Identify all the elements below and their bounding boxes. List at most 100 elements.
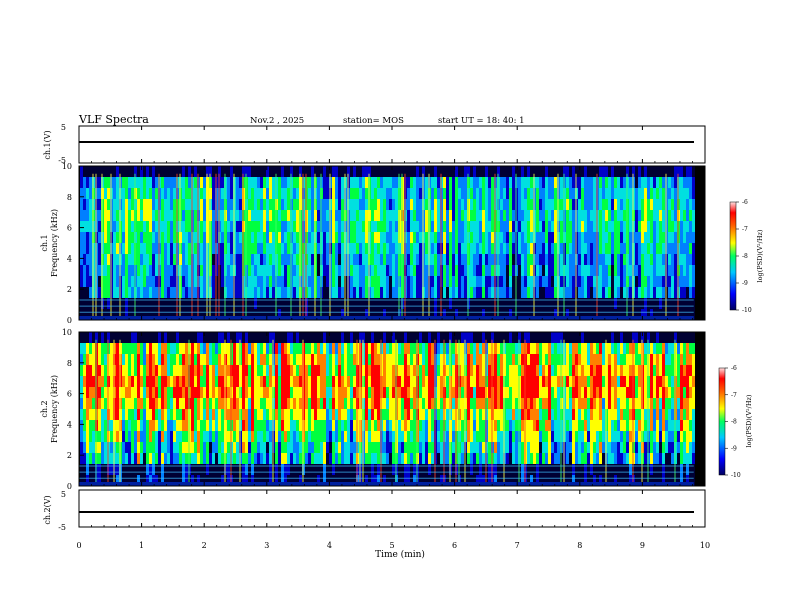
spectrogram-cell — [200, 332, 203, 344]
spectrogram-cell — [611, 243, 614, 255]
spectrogram-cell — [482, 177, 485, 189]
spectrogram-cell — [140, 376, 143, 388]
spectrogram-cell — [656, 199, 659, 211]
spectrogram-cell — [578, 276, 581, 288]
spectrogram-cell — [500, 442, 503, 454]
spectrogram-cell — [317, 188, 320, 200]
spectrogram-cell — [578, 254, 581, 266]
spectrogram-cell — [350, 243, 353, 255]
spectrogram-cell — [590, 243, 593, 255]
spectrogram-cell — [506, 221, 509, 233]
spectrogram-cell — [149, 387, 152, 399]
spectrogram-cell — [86, 199, 89, 211]
spectrogram-cell — [326, 199, 329, 211]
spectrogram-cell — [158, 354, 161, 366]
spectrogram-cell — [194, 243, 197, 255]
spectrogram-cell — [212, 254, 215, 266]
spectrogram-cell — [476, 221, 479, 233]
spectrogram-cell — [125, 210, 128, 222]
spectrogram-cell — [266, 188, 269, 200]
spectrogram-cell — [293, 409, 296, 421]
spectrogram-cell — [446, 343, 449, 355]
spectrogram-cell — [146, 453, 149, 465]
spectrogram-cell — [383, 221, 386, 233]
spectrogram-cell — [86, 420, 89, 432]
spectrogram-cell — [188, 188, 191, 200]
spectrogram-cell — [83, 420, 86, 432]
spectrogram-cell — [464, 210, 467, 222]
spectrogram-cell — [374, 265, 377, 277]
spectrogram-cell — [407, 254, 410, 266]
spectrogram-cell — [233, 431, 236, 443]
spectrogram-cell — [203, 177, 206, 189]
spectrogram-cell — [104, 210, 107, 222]
spectrogram-cell — [569, 210, 572, 222]
spectrogram-cell — [680, 276, 683, 288]
spectrogram-cell — [419, 354, 422, 366]
spectrogram-cell — [341, 287, 344, 299]
spectrogram-cell — [107, 254, 110, 266]
spectrogram-cell — [245, 409, 248, 421]
spectrogram-cell — [353, 232, 356, 244]
y-tick-label: 0 — [67, 316, 72, 325]
spectrogram-cell — [281, 177, 284, 189]
spectrogram-cell — [167, 254, 170, 266]
spectrogram-cell — [401, 398, 404, 410]
spectrogram-cell — [293, 287, 296, 299]
spectrogram-cell — [98, 409, 101, 421]
spectrogram-cell — [566, 265, 569, 277]
spectrogram-cell — [446, 276, 449, 288]
spectrogram-cell — [254, 254, 257, 266]
spectrogram-cell — [509, 287, 512, 299]
spectrogram-cell — [395, 210, 398, 222]
spectrogram-cell — [617, 210, 620, 222]
spectrogram-cell — [269, 332, 272, 344]
spectrogram-cell — [386, 243, 389, 255]
spectrogram-cell — [437, 420, 440, 432]
spectrogram-cell — [113, 243, 116, 255]
spectrogram-cell — [344, 343, 347, 355]
spectrogram-cell — [281, 343, 284, 355]
spectrogram-cell — [236, 343, 239, 355]
spectrogram-cell — [104, 177, 107, 189]
spectrogram-cell — [593, 221, 596, 233]
spectrogram-cell — [257, 276, 260, 288]
spectrogram-cell — [263, 453, 266, 465]
spectrogram-cell — [584, 199, 587, 211]
spectrogram-cell — [374, 409, 377, 421]
spectrogram-cell — [473, 265, 476, 277]
spectrogram-cell — [680, 265, 683, 277]
spectrogram-cell — [146, 188, 149, 200]
spectrogram-cell — [182, 177, 185, 189]
spectrogram-cell — [143, 398, 146, 410]
spectrogram-cell — [353, 332, 356, 344]
spectrogram-cell — [152, 453, 155, 465]
spectrogram-cell — [560, 276, 563, 288]
spectrogram-cell — [608, 188, 611, 200]
spectrogram-cell — [470, 409, 473, 421]
spectrogram-cell — [602, 177, 605, 189]
spectrogram-cell — [536, 243, 539, 255]
spectrogram-cell — [182, 453, 185, 465]
spectrogram-cell — [275, 343, 278, 355]
spectrogram-cell — [140, 188, 143, 200]
spectrogram-cell — [128, 409, 131, 421]
spectrogram-cell — [587, 177, 590, 189]
spectrogram-cell — [497, 354, 500, 366]
spectrogram-cell — [83, 431, 86, 443]
spectrogram-cell — [491, 221, 494, 233]
spectrogram-cell — [335, 442, 338, 454]
spectrogram-cell — [401, 332, 404, 344]
spectrogram-cell — [263, 365, 266, 377]
spectrogram-cell — [416, 254, 419, 266]
spectrogram-cell — [191, 332, 194, 344]
spectrogram-cell — [599, 276, 602, 288]
spectrogram-cell — [305, 343, 308, 355]
spectrogram-cell — [212, 199, 215, 211]
spectrogram-cell — [377, 166, 380, 178]
spectrogram-cell — [584, 221, 587, 233]
spectrogram-cell — [323, 232, 326, 244]
spectrogram-cell — [272, 210, 275, 222]
spectrogram-cell — [281, 210, 284, 222]
spectrogram-cell — [146, 210, 149, 222]
